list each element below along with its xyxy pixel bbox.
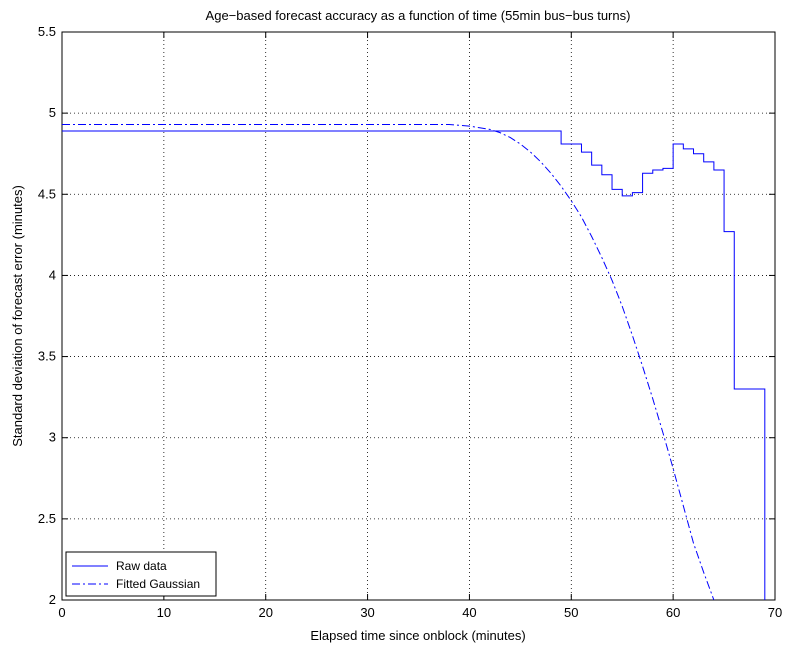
y-tick-label: 5 <box>49 105 56 120</box>
y-tick-label: 2 <box>49 592 56 607</box>
legend-box <box>65 551 217 597</box>
x-tick-label: 20 <box>258 605 272 620</box>
y-tick-label: 4 <box>49 267 56 282</box>
y-tick-label: 3 <box>49 430 56 445</box>
series-line-fitted-gaussian <box>62 124 715 600</box>
legend-label-fitted-gaussian: Fitted Gaussian <box>116 577 200 591</box>
y-tick-label: 2.5 <box>38 511 56 526</box>
x-tick-label: 70 <box>768 605 782 620</box>
x-axis-label: Elapsed time since onblock (minutes) <box>310 628 525 643</box>
y-tick-label: 4.5 <box>38 186 56 201</box>
y-axis-ticks: 2 2.5 3 3.5 4 4.5 5 5.5 <box>38 24 775 607</box>
grid-lines <box>62 32 775 600</box>
x-axis-ticks: 0 10 20 30 40 50 60 70 <box>58 32 782 620</box>
y-tick-label: 5.5 <box>38 24 56 39</box>
x-tick-label: 40 <box>462 605 476 620</box>
legend-label-raw-data: Raw data <box>116 559 167 573</box>
x-tick-label: 60 <box>666 605 680 620</box>
series-line-raw-data <box>62 130 766 600</box>
series-layer <box>62 124 766 600</box>
plot-frame <box>61 31 776 601</box>
y-axis-label: Standard deviation of forecast error (mi… <box>10 185 25 447</box>
chart-title: Age−based forecast accuracy as a functio… <box>206 8 631 23</box>
y-tick-label: 3.5 <box>38 349 56 364</box>
legend: Raw data Fitted Gaussian <box>65 551 217 597</box>
x-tick-label: 50 <box>564 605 578 620</box>
x-tick-label: 0 <box>58 605 65 620</box>
x-tick-label: 30 <box>360 605 374 620</box>
x-tick-label: 10 <box>157 605 171 620</box>
